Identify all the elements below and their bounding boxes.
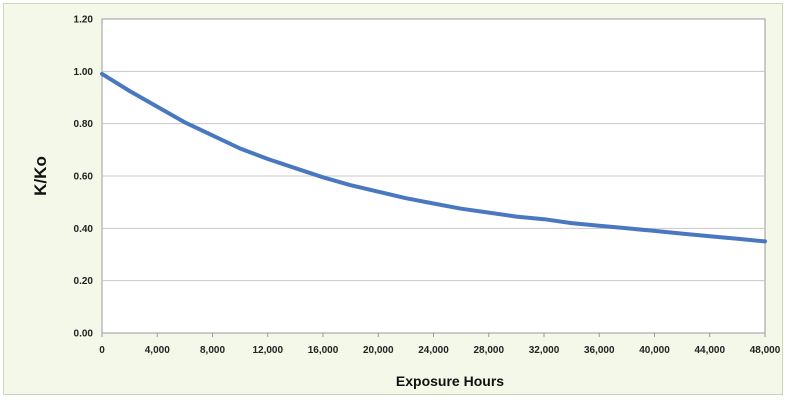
y-tick-label: 1.20 (74, 15, 94, 26)
x-tick-label: 44,000 (694, 345, 725, 356)
x-tick-label: 28,000 (473, 345, 504, 356)
x-axis-ticks: 0 4,000 8,000 12,000 16,000 20,000 24,000 28,00… (99, 333, 781, 356)
x-tick-label: 0 (99, 345, 105, 356)
x-axis-title: Exposure Hours (396, 373, 504, 389)
y-axis-title: K/Ko (31, 156, 50, 196)
y-tick-label: 0.40 (74, 224, 94, 235)
x-tick-label: 20,000 (363, 345, 394, 356)
y-tick-label: 0.80 (74, 119, 94, 130)
x-tick-label: 4,000 (145, 345, 170, 356)
x-tick-label: 40,000 (639, 345, 670, 356)
x-tick-label: 48,000 (750, 345, 781, 356)
y-tick-label: 0.20 (74, 276, 94, 287)
x-tick-label: 32,000 (529, 345, 560, 356)
series-layer (100, 71, 767, 244)
x-tick-label: 12,000 (252, 345, 283, 356)
series-line (100, 71, 767, 244)
x-tick-label: 24,000 (418, 345, 449, 356)
gridlines (102, 70, 765, 282)
y-tick-label: 0.00 (74, 329, 94, 340)
x-tick-label: 8,000 (200, 345, 225, 356)
y-axis-ticks: 0.00 0.20 0.40 0.60 0.80 1.00 1.20 (74, 15, 94, 340)
x-tick-label: 16,000 (308, 345, 339, 356)
y-tick-label: 0.60 (74, 172, 94, 183)
y-tick-label: 1.00 (74, 67, 94, 78)
x-tick-label: 36,000 (584, 345, 615, 356)
